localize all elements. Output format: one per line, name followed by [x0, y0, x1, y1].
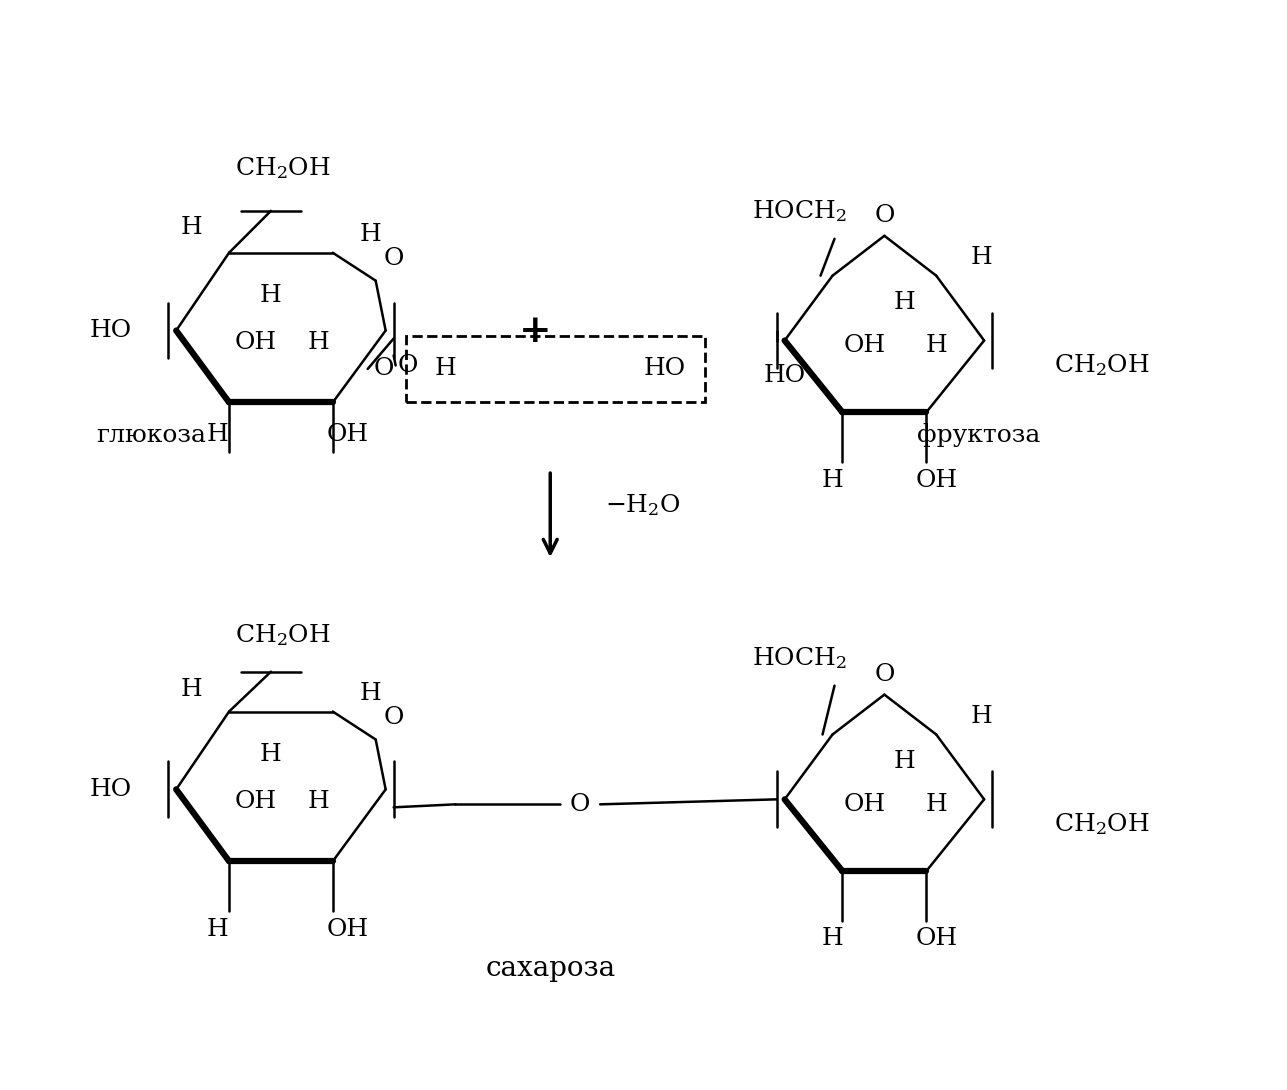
Text: OH: OH	[236, 790, 277, 813]
Text: H: H	[308, 790, 329, 813]
Text: глюкоза: глюкоза	[97, 424, 206, 447]
Text: OH: OH	[915, 928, 958, 950]
Text: H: H	[925, 334, 947, 358]
Text: H: H	[180, 216, 202, 240]
Text: O: O	[874, 204, 894, 228]
Text: H: H	[821, 469, 843, 492]
Text: +: +	[519, 312, 552, 350]
Text: O: O	[373, 358, 394, 380]
Text: H: H	[206, 918, 228, 941]
Text: OH: OH	[327, 918, 369, 941]
Text: $\mathregular{HOCH_2}$: $\mathregular{HOCH_2}$	[752, 198, 847, 223]
Text: OH: OH	[843, 334, 885, 358]
Text: H: H	[260, 743, 282, 766]
Text: H: H	[925, 792, 947, 815]
Text: O: O	[384, 706, 404, 729]
Text: HO: HO	[89, 319, 131, 342]
Text: $\mathregular{HOCH_2}$: $\mathregular{HOCH_2}$	[752, 645, 847, 670]
Text: $\mathregular{CH_2OH}$: $\mathregular{CH_2OH}$	[1054, 811, 1149, 837]
Text: HO: HO	[763, 364, 806, 387]
Text: H: H	[893, 291, 915, 314]
Text: O: O	[874, 663, 894, 687]
Text: $\mathregular{CH_2OH}$: $\mathregular{CH_2OH}$	[236, 621, 331, 647]
Text: H: H	[970, 246, 992, 269]
Text: H: H	[360, 682, 381, 705]
Text: $-\mathregular{H_2O}$: $-\mathregular{H_2O}$	[605, 493, 681, 518]
Text: O: O	[384, 247, 404, 270]
Text: OH: OH	[327, 423, 369, 446]
Text: H: H	[893, 750, 915, 773]
Text: $\mathregular{CH_2OH}$: $\mathregular{CH_2OH}$	[236, 155, 331, 181]
Text: сахароза: сахароза	[485, 956, 615, 982]
Text: H: H	[180, 678, 202, 701]
Text: HO: HO	[644, 358, 686, 380]
Text: H: H	[821, 928, 843, 950]
Text: OH: OH	[843, 792, 885, 815]
Text: фруктоза: фруктоза	[918, 423, 1041, 447]
Text: H: H	[435, 358, 457, 380]
Text: H: H	[360, 223, 381, 246]
Text: HO: HO	[89, 778, 131, 801]
Text: O: O	[398, 354, 418, 377]
Text: $\mathregular{CH_2OH}$: $\mathregular{CH_2OH}$	[1054, 352, 1149, 378]
Text: O: O	[570, 792, 591, 815]
Text: H: H	[970, 705, 992, 728]
Text: H: H	[260, 284, 282, 307]
Text: OH: OH	[236, 331, 277, 354]
Text: OH: OH	[915, 469, 958, 492]
Text: H: H	[206, 423, 228, 446]
Text: H: H	[308, 331, 329, 354]
